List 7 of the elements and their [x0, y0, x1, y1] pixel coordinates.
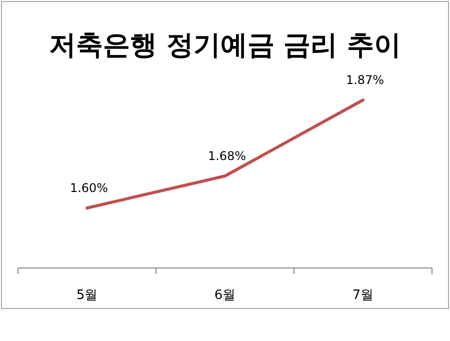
- x-tick-label: 7월: [352, 288, 374, 303]
- data-label: 1.60%: [70, 181, 108, 195]
- data-label: 1.87%: [346, 73, 384, 87]
- x-tick-label: 5월: [76, 288, 98, 303]
- chart-title: 저축은행 정기예금 금리 추이: [48, 30, 402, 61]
- x-tick-label: 6월: [214, 288, 236, 303]
- data-label: 1.68%: [208, 149, 246, 163]
